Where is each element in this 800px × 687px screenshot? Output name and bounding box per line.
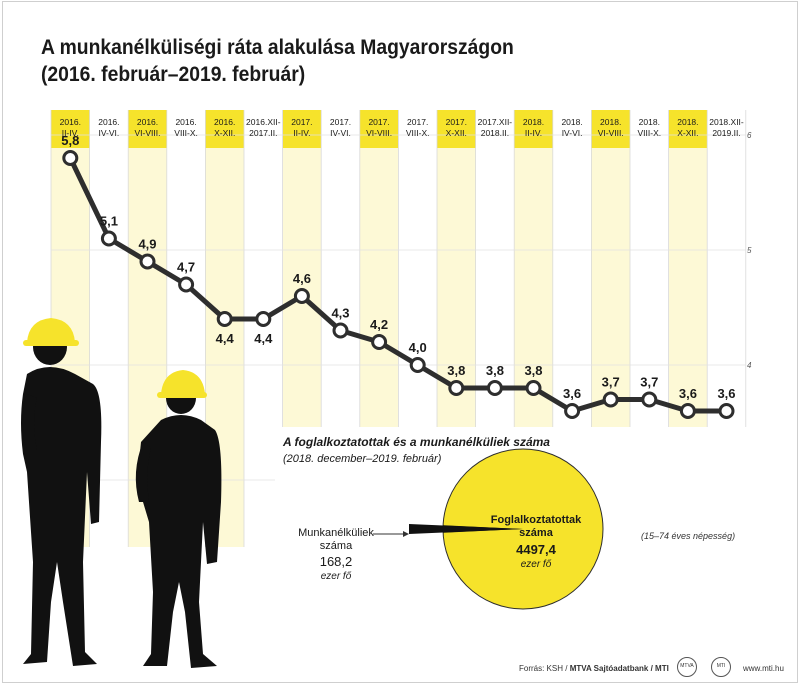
source-credit: Forrás: KSH / MTVA Sajtóadatbank / MTI (519, 664, 669, 673)
data-point (564, 403, 581, 419)
data-point (139, 253, 156, 270)
data-point (178, 276, 195, 293)
category-label: 2017. IV-VI. (330, 117, 351, 138)
data-label: 4,2 (370, 317, 388, 332)
category-label: 2016. VIII-X. (174, 117, 198, 138)
category-highlight-cell (668, 110, 708, 148)
mtva-logo: MTVA (677, 657, 697, 677)
data-point (216, 311, 233, 327)
source-bold: MTVA Sajtóadatbank / MTI (569, 664, 669, 673)
category-highlight-cell (282, 110, 322, 148)
data-point (409, 357, 426, 373)
data-point (679, 403, 696, 419)
data-point (448, 380, 465, 396)
category-highlight-cell (591, 110, 630, 148)
data-label: 3,8 (486, 363, 504, 378)
category-label: 2018.XII-2019.II. (709, 117, 744, 138)
data-point (486, 380, 503, 396)
category-label: 2018. VI-VIII. (598, 117, 624, 138)
data-label: 3,7 (602, 375, 620, 390)
unemployed-arrow-head (403, 531, 409, 537)
inset-title: A foglalkoztatottak és a munkanélküliek … (283, 435, 550, 449)
y-tick-label: 6 (747, 131, 752, 140)
data-label: 3,6 (679, 386, 697, 401)
workers-silhouette (21, 318, 222, 668)
employed-label: Foglalkoztatottak száma (490, 514, 582, 539)
data-label: 4,0 (409, 340, 427, 355)
chart-subtitle: (2016. február–2019. február) (41, 63, 306, 86)
category-label: 2018. IV-VI. (561, 117, 582, 138)
employed-unit: ezer fő (520, 559, 552, 570)
data-label: 4,7 (177, 260, 195, 275)
data-label: 3,8 (524, 363, 542, 378)
category-label: 2017. VI-VIII. (366, 117, 392, 138)
data-label: 4,4 (254, 331, 273, 346)
category-label: 2017. X-XII. (446, 117, 467, 138)
category-label: 2016.XII-2017.II. (246, 117, 281, 138)
data-point (62, 150, 79, 166)
data-label: 3,6 (717, 386, 735, 401)
data-label: 3,7 (640, 375, 658, 390)
data-point (332, 322, 349, 339)
chart: 3456 2016.II-IV.2016.IV-VI.2016.VI-VIII.… (21, 110, 761, 668)
data-point (525, 380, 542, 396)
inset-subtitle: (2018. december–2019. február) (283, 453, 442, 465)
inset-panel (275, 427, 761, 642)
unemployed-unit: ezer fő (320, 571, 352, 582)
chart-title-line1: A munkanélküliségi ráta alakulása Magyar… (41, 36, 514, 59)
category-label: 2018. X-XII. (677, 117, 698, 138)
category-highlight-cell (128, 110, 167, 148)
data-point (293, 288, 310, 304)
unemployed-label: Munkanélküliek száma (298, 527, 374, 552)
pie-unemployed-wedge-pointer (409, 524, 523, 534)
category-label: 2017. II-IV. (291, 117, 312, 138)
data-label: 5,8 (61, 133, 79, 148)
data-label: 4,4 (216, 331, 235, 346)
y-tick-label: 4 (747, 361, 752, 370)
category-label: 2016. II-IV. (60, 117, 81, 138)
data-point (718, 403, 735, 419)
category-highlight-cell (514, 110, 553, 148)
hardhat-right-icon (157, 370, 207, 398)
data-label: 4,3 (331, 306, 349, 321)
data-label: 3,8 (447, 363, 465, 378)
category-highlight-cell (359, 110, 399, 148)
category-label: 2016. IV-VI. (98, 117, 119, 138)
employed-value: 4497,4 (516, 542, 556, 557)
data-label: 4,6 (293, 271, 311, 286)
category-highlight-cell (437, 110, 476, 148)
data-label: 5,1 (100, 214, 118, 229)
category-label: 2018. VIII-X. (637, 117, 661, 138)
category-label: 2016. VI-VIII. (135, 117, 161, 138)
category-highlight-cell (205, 110, 244, 148)
mti-logo: MTI (711, 657, 731, 677)
data-point (641, 391, 658, 408)
data-label: 4,9 (138, 237, 156, 252)
category-label: 2017. VIII-X. (406, 117, 430, 138)
hardhat-left-icon (23, 318, 79, 346)
category-label: 2016. X-XII. (214, 117, 235, 138)
site-url: www.mti.hu (743, 664, 784, 673)
y-tick-label: 5 (747, 246, 752, 255)
infographic: 3456 2016.II-IV.2016.IV-VI.2016.VI-VIII.… (3, 2, 797, 682)
unemployed-value: 168,2 (319, 554, 353, 569)
category-highlight-cell (51, 110, 90, 148)
category-label: 2018. II-IV. (523, 117, 544, 138)
worker-left-silhouette (21, 329, 102, 666)
chart-title: A munkanélküliségi ráta alakulása Magyar… (41, 34, 514, 88)
data-point (255, 311, 272, 327)
data-label: 3,6 (563, 386, 581, 401)
category-label: 2017.XII-2018.II. (478, 117, 513, 138)
population-note: (15–74 éves népesség) (641, 531, 736, 541)
data-point (602, 391, 619, 408)
data-point (371, 334, 388, 350)
source-prefix: Forrás: KSH / (519, 664, 570, 673)
data-point (100, 230, 117, 247)
